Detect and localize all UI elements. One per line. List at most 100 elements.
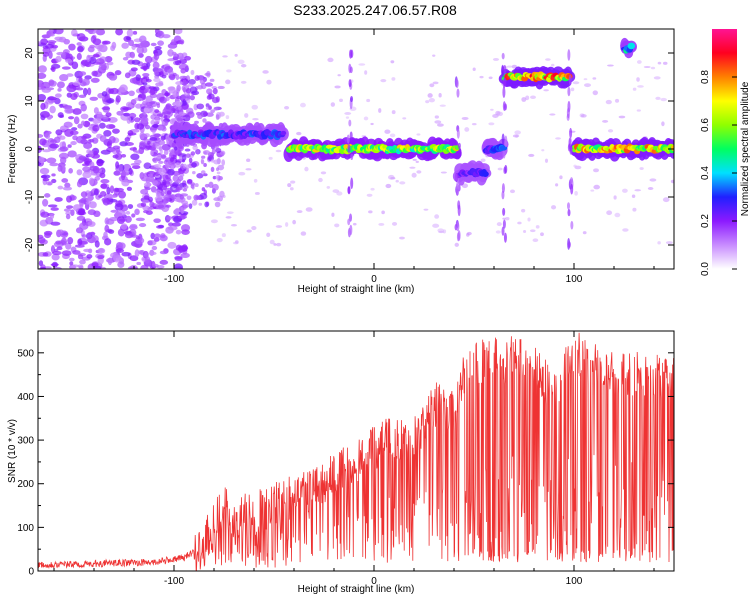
spectrogram-blob	[330, 102, 336, 107]
spectrogram-streak	[501, 64, 505, 76]
spectrogram-blob	[66, 73, 74, 77]
spectrogram-blob	[108, 198, 118, 203]
spectrogram-blob	[216, 167, 220, 172]
spectrogram-blob	[160, 135, 166, 141]
spectrogram-blob	[144, 255, 151, 264]
spectrogram-blob	[53, 136, 61, 144]
spectrogram-blob	[504, 216, 510, 221]
spectrogram-blob	[304, 166, 309, 172]
spectrogram-blob	[225, 79, 231, 85]
spectrogram-blob	[65, 242, 72, 250]
spectrogram-blob	[161, 179, 167, 186]
spectrogram-streak	[455, 183, 459, 194]
colorbar-tick-label: 0.2	[700, 214, 711, 228]
spectrogram-blob	[305, 207, 313, 212]
spectrogram-blob	[138, 250, 144, 255]
spectrogram-blob	[78, 77, 83, 84]
spectrogram-blob	[59, 146, 69, 152]
spectrogram-blob	[196, 149, 200, 155]
spectrogram-blob	[290, 180, 296, 184]
spectrogram-blob	[97, 247, 106, 254]
spectrogram-blob	[50, 245, 56, 254]
spectrogram-blob	[530, 95, 536, 100]
spectrogram-blob	[211, 183, 219, 191]
spectrogram-blob	[166, 190, 172, 196]
spectrogram-blob	[86, 54, 91, 63]
spectrogram-blob	[41, 87, 52, 93]
spectrogram-blob	[40, 211, 50, 218]
spectrogram-blob	[523, 230, 527, 234]
spectrogram-blob	[124, 215, 132, 223]
spectrogram-blob	[515, 135, 519, 138]
spectrogram-blob	[80, 61, 91, 65]
spectrogram-blob	[142, 199, 150, 204]
spectrogram-blob	[42, 51, 50, 57]
snr-ytick-label: 300	[17, 436, 34, 447]
spectrogram-blob	[226, 69, 232, 73]
spectrogram-blob	[60, 237, 68, 246]
spectrogram-streak	[349, 66, 353, 74]
spectrogram-blob	[42, 178, 50, 182]
spectrogram-blob	[108, 229, 115, 234]
spectrogram-blob	[49, 143, 60, 149]
spectrogram-blob	[87, 221, 96, 227]
spectrogram-blob	[226, 211, 234, 214]
spectrogram-blob	[167, 241, 177, 249]
spectrogram-blob	[76, 52, 82, 61]
spectrogram-blob	[194, 75, 200, 81]
spectrogram-blob	[123, 112, 131, 117]
spectrogram-ytick-label: -20	[24, 237, 35, 252]
spectrogram-streak	[456, 128, 460, 139]
spectrogram-blob	[49, 162, 59, 167]
spectrogram-blob	[434, 115, 439, 119]
spectrogram-blob	[104, 55, 113, 63]
spectrogram-blob	[96, 159, 105, 164]
spectrogram-streak	[568, 74, 572, 86]
spectrogram-blob	[496, 111, 504, 117]
spectrogram-blob	[104, 224, 110, 233]
spectrogram-streak	[347, 143, 351, 154]
spectrogram-blob	[70, 141, 77, 146]
spectrogram-blob	[119, 84, 128, 93]
spectrogram-blob	[160, 115, 164, 122]
spectrogram-streak	[456, 88, 460, 98]
spectrogram-blob	[181, 229, 190, 235]
spectrogram-blob	[521, 97, 527, 102]
spectrogram-blob	[161, 74, 167, 79]
spectrogram-blob	[521, 208, 526, 213]
spectrogram-blob	[40, 102, 46, 111]
spectrogram-blob	[139, 131, 145, 140]
snr-ytick-label: 200	[17, 479, 34, 490]
spectrogram-track-core	[481, 171, 489, 177]
spectrogram-blob	[81, 234, 87, 238]
spectrogram-blob	[125, 36, 131, 41]
spectrogram-blob	[364, 70, 368, 75]
spectrogram-blob	[38, 237, 46, 244]
spectrogram-blob	[490, 108, 494, 111]
spectrogram-blob	[134, 117, 141, 123]
spectrogram-blob	[112, 145, 121, 150]
spectrogram-blob	[38, 41, 41, 45]
spectrogram-blob	[662, 197, 670, 203]
spectrogram-blob	[142, 73, 150, 77]
spectrogram-blob	[614, 98, 620, 103]
spectrogram-blob	[336, 191, 343, 196]
spectrogram-blob	[140, 264, 149, 269]
spectrogram-blob	[67, 237, 74, 245]
spectrogram-blob	[370, 187, 375, 191]
spectrogram-blob	[71, 29, 78, 37]
spectrogram-blob	[136, 43, 145, 49]
spectrogram-streak	[569, 127, 573, 139]
spectrogram-blob	[62, 186, 73, 191]
spectrogram-blob	[197, 113, 203, 119]
spectrogram-blob	[221, 159, 226, 166]
spectrogram-blob	[144, 124, 151, 130]
spectrogram-blob	[56, 246, 63, 251]
spectrogram-blob	[202, 118, 207, 123]
spectrogram-blob	[130, 162, 141, 166]
spectrogram-blob	[149, 137, 158, 141]
spectrogram-blob	[38, 72, 47, 80]
spectrogram-blob	[232, 241, 239, 245]
spectrogram-blob	[77, 238, 83, 246]
spectrogram-blob	[61, 178, 69, 183]
